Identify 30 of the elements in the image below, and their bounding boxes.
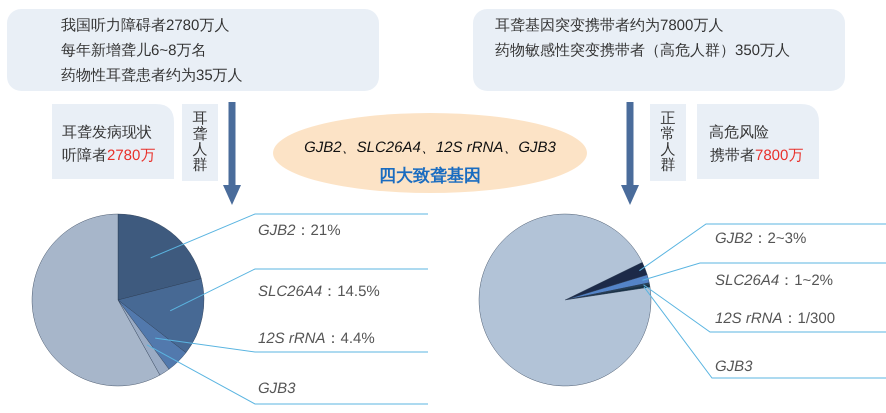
text: 四大致聋基因 [379,166,481,185]
data-label: ：14.5% [322,283,380,300]
data-label: ：1~2% [779,272,834,289]
slice-label: SLC26A4 [715,272,780,289]
text: 每年新增聋儿6~8万名 [61,42,206,59]
slice-label: GJB3 [715,358,754,375]
text: 正常人群 [660,110,676,174]
slice-label: SLC26A4 [258,283,322,300]
text: 听障者 [62,147,107,164]
data-label: ：1/300 [782,310,836,327]
slice-label: GJB2 [258,222,296,239]
slice-label: GJB3 [258,380,296,397]
slice-label: 12S rRNA [258,330,326,347]
text: 携带者 [710,147,755,164]
text: 7800万 [755,147,804,164]
text: 耳聋发病现状 [62,124,152,141]
text: 2780万 [107,147,156,164]
data-label: ：2~3% [752,230,806,247]
text: 药物敏感性突变携带者（高危人群）350万人 [495,42,790,59]
data-label: ：21% [296,222,341,239]
data-label: ：4.4% [326,330,375,347]
slice-label: 12S rRNA [715,310,783,327]
pie-slice [478,214,652,386]
text: GJB2、SLC26A4、12S rRNA、GJB3 [304,139,557,156]
text: 药物性耳聋患者约为35万人 [61,67,243,84]
text: 我国听力障碍者2780万人 [61,17,230,34]
text: 耳聋人群 [192,110,208,174]
text: 耳聋基因突变携带者约为7800万人 [495,17,724,34]
slice-label: GJB2 [715,230,754,247]
text: 高危风险 [709,124,769,141]
